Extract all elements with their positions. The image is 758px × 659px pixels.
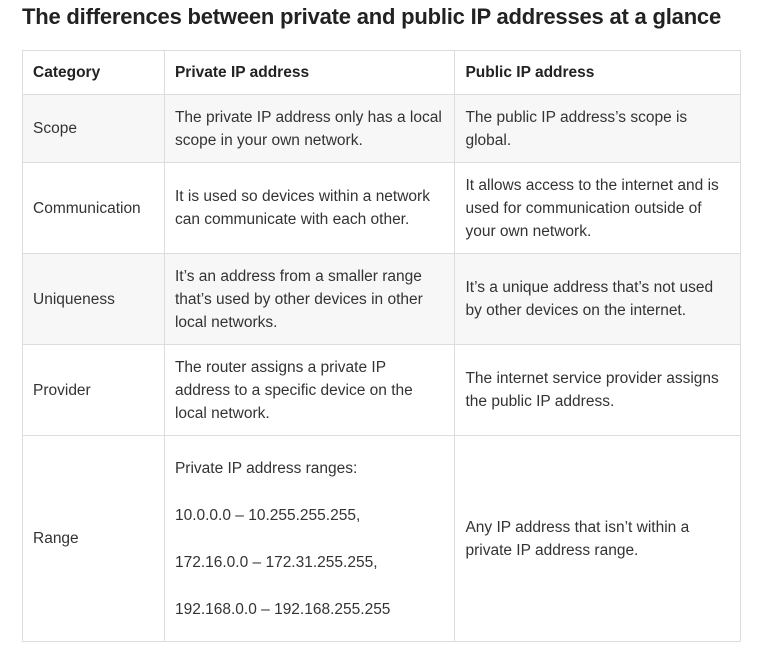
paragraph: 10.0.0.0 – 10.255.255.255, xyxy=(174,506,361,524)
cell: The internet service provider assigns th… xyxy=(454,344,741,436)
cell: Scope xyxy=(22,94,165,163)
row: Range Private IP address ranges: 10.0.0.… xyxy=(22,435,741,642)
paragraph: 172.16.0.0 – 172.31.255.255, xyxy=(174,553,378,571)
header-cell: Category xyxy=(22,50,165,95)
cell: The public IP address’s scope is global. xyxy=(454,94,741,163)
header-row: Category Private IP address Public IP ad… xyxy=(22,50,741,95)
cell: Provider xyxy=(22,344,165,436)
cell: Range xyxy=(22,435,165,642)
cell: It is used so devices within a network c… xyxy=(163,162,456,254)
cell: Private IP address ranges: 10.0.0.0 – 10… xyxy=(163,435,456,642)
comparison-table: Category Private IP address Public IP ad… xyxy=(22,50,741,642)
row: Scope The private IP address only has a … xyxy=(22,94,741,163)
cell: It allows access to the internet and is … xyxy=(454,162,741,254)
paragraph: Private IP address ranges: xyxy=(174,459,358,477)
cell: Communication xyxy=(22,162,165,254)
cell: The router assigns a private IP address … xyxy=(163,344,456,436)
cell: It’s an address from a smaller range tha… xyxy=(163,253,456,345)
cell: Uniqueness xyxy=(22,253,165,345)
header-cell: Private IP address xyxy=(163,50,456,95)
row: Communication It is used so devices with… xyxy=(22,162,741,254)
header-cell: Public IP address xyxy=(454,50,741,95)
paragraph: 192.168.0.0 – 192.168.255.255 xyxy=(174,600,391,618)
cell: The private IP address only has a local … xyxy=(163,94,456,163)
title: The differences between private and publ… xyxy=(22,4,722,29)
cell: Any IP address that isn’t within a priva… xyxy=(454,435,741,642)
row: Provider The router assigns a private IP… xyxy=(22,344,741,436)
row: Uniqueness It’s an address from a smalle… xyxy=(22,253,741,345)
cell: It’s a unique address that’s not used by… xyxy=(454,253,741,345)
